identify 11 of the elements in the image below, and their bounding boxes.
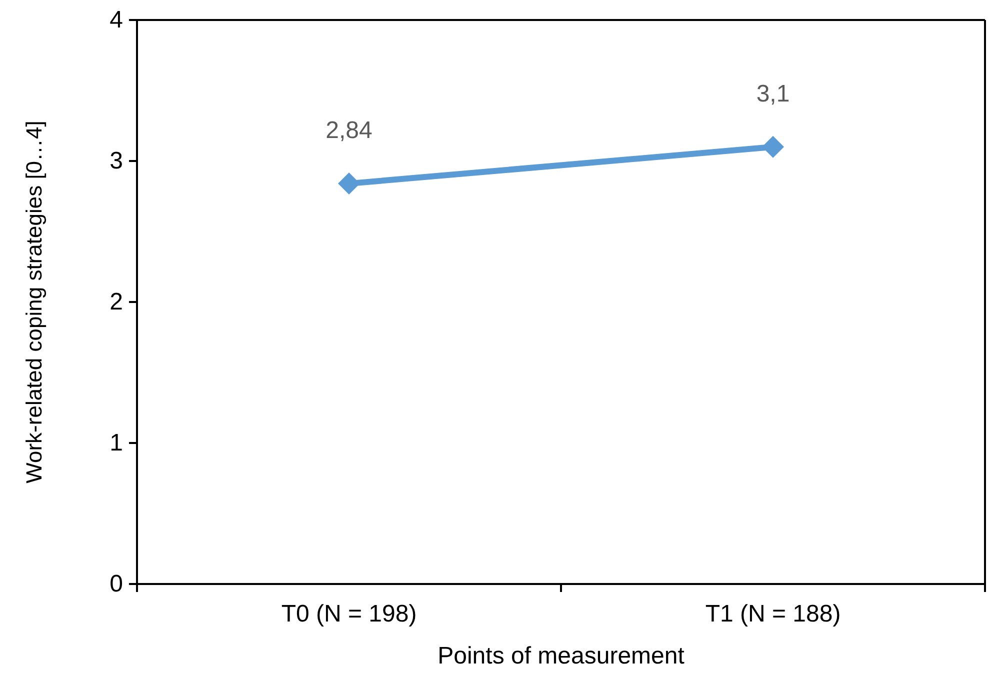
x-axis-title: Points of measurement — [438, 642, 685, 670]
y-tick-label: 4 — [110, 6, 123, 34]
data-label: 2,84 — [326, 117, 372, 144]
y-tick-label: 3 — [110, 148, 123, 174]
x-tick-label: T0 (N = 198) — [281, 600, 417, 628]
y-tick-label: 1 — [110, 430, 123, 456]
y-tick-label: 0 — [110, 570, 123, 598]
y-tick-label: 2 — [110, 288, 123, 316]
data-label: 3,1 — [756, 80, 790, 108]
y-axis-title: Work-related coping strategies [0…4] — [22, 120, 46, 484]
x-tick-label: T1 (N = 188) — [705, 600, 841, 628]
